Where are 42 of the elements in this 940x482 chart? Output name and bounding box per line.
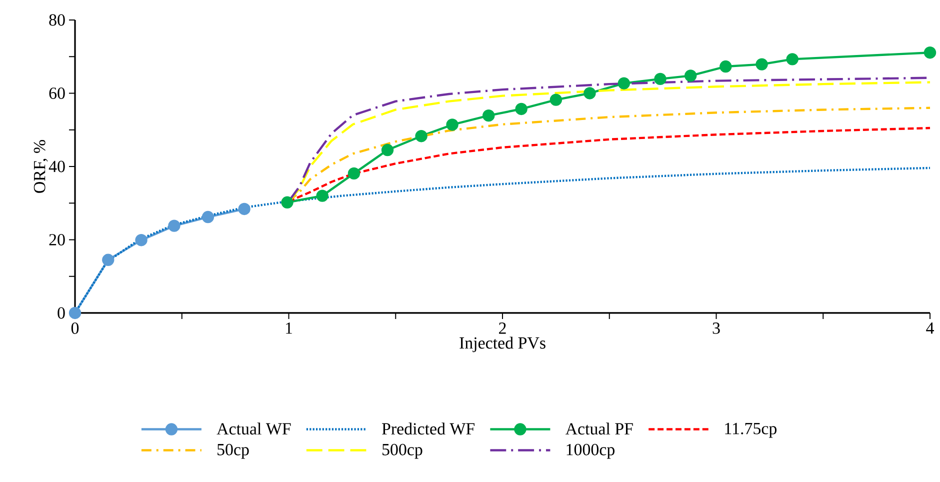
legend-label: Actual PF <box>565 422 633 435</box>
point <box>135 234 148 246</box>
point <box>68 306 82 320</box>
point <box>515 102 528 116</box>
legend-label: Actual WF <box>216 422 291 435</box>
y-axis-title: ORF, % <box>34 140 48 193</box>
x-tick-label: 0 <box>71 322 79 334</box>
y-tick-label: 20 <box>49 234 65 246</box>
point <box>618 77 630 90</box>
point <box>924 46 936 59</box>
y-tick-label: 80 <box>49 14 65 26</box>
point <box>238 202 250 216</box>
x-tick-label: 4 <box>926 322 934 334</box>
point <box>786 53 798 66</box>
point <box>415 130 428 142</box>
point <box>348 167 360 180</box>
point <box>720 60 732 73</box>
legend-label: Predicted WF <box>382 422 474 435</box>
point <box>316 190 328 202</box>
x-axis-title: Injected PVs <box>460 336 546 352</box>
point <box>654 72 666 86</box>
legend-label: 50cp <box>218 444 249 459</box>
x-tick-label: 1 <box>286 322 292 334</box>
y-tick-label: 40 <box>48 160 65 172</box>
x-tick-label: 3 <box>712 322 720 334</box>
point <box>202 210 214 224</box>
point <box>684 70 697 82</box>
x-tick-label: 2 <box>499 322 506 334</box>
y-tick-label: 0 <box>58 307 65 319</box>
point <box>102 254 114 266</box>
legend-label: 500cp <box>382 444 422 459</box>
point <box>550 94 562 106</box>
legend-label: 11.75cp <box>725 422 777 438</box>
y-tick-label: 60 <box>49 88 65 99</box>
point <box>584 87 596 100</box>
point <box>381 144 394 156</box>
legend-label: 1000cp <box>566 444 614 459</box>
point <box>281 196 294 208</box>
point <box>168 220 180 232</box>
point <box>756 58 768 70</box>
point <box>446 118 458 131</box>
point <box>482 109 495 122</box>
